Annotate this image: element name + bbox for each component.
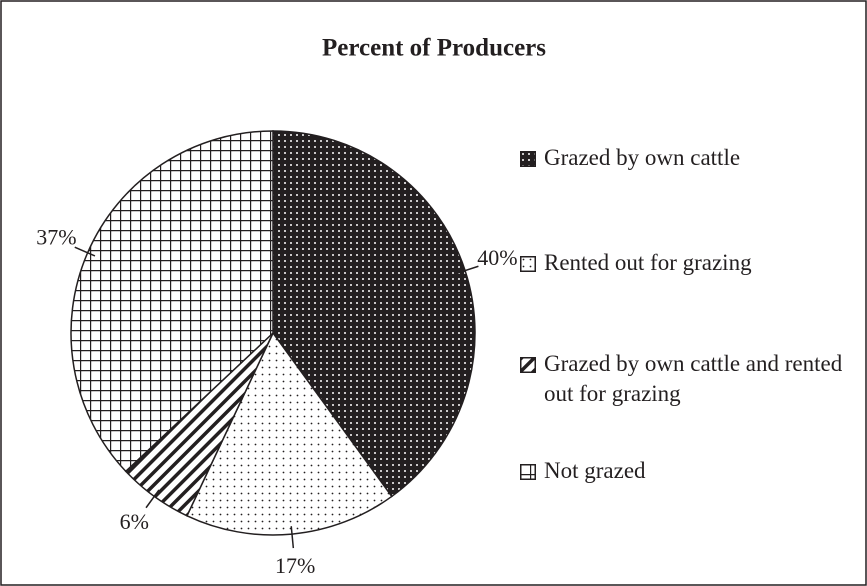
legend-label: Rented out for grazing	[544, 250, 752, 275]
legend-label: Grazed by own cattle	[544, 145, 741, 170]
legend-item: Grazed by own cattle and rented out for …	[520, 349, 850, 409]
legend-swatch-fill	[520, 464, 536, 480]
legend-swatch-fill	[520, 151, 536, 167]
legend-swatch-fill	[520, 256, 536, 272]
leader-line	[290, 526, 295, 549]
legend-swatch	[520, 357, 536, 373]
leader-line	[457, 265, 479, 274]
legend-swatch	[520, 151, 536, 167]
data-label: 40%	[477, 245, 517, 270]
leader-line	[74, 246, 96, 257]
legend-label: Grazed by own cattle and rented out for …	[544, 351, 843, 406]
legend-swatch	[520, 256, 536, 272]
chart-title: Percent of Producers	[322, 35, 546, 62]
legend-swatch-fill	[520, 357, 536, 373]
legend-item: Grazed by own cattle	[520, 143, 850, 173]
leader-line	[145, 489, 160, 509]
data-label: 17%	[275, 553, 315, 578]
data-label: 37%	[36, 224, 76, 249]
legend-label: Not grazed	[544, 458, 646, 483]
legend-swatch	[520, 464, 536, 480]
legend-item: Rented out for grazing	[520, 248, 850, 278]
legend-item: Not grazed	[520, 456, 850, 486]
data-label: 6%	[120, 509, 149, 534]
